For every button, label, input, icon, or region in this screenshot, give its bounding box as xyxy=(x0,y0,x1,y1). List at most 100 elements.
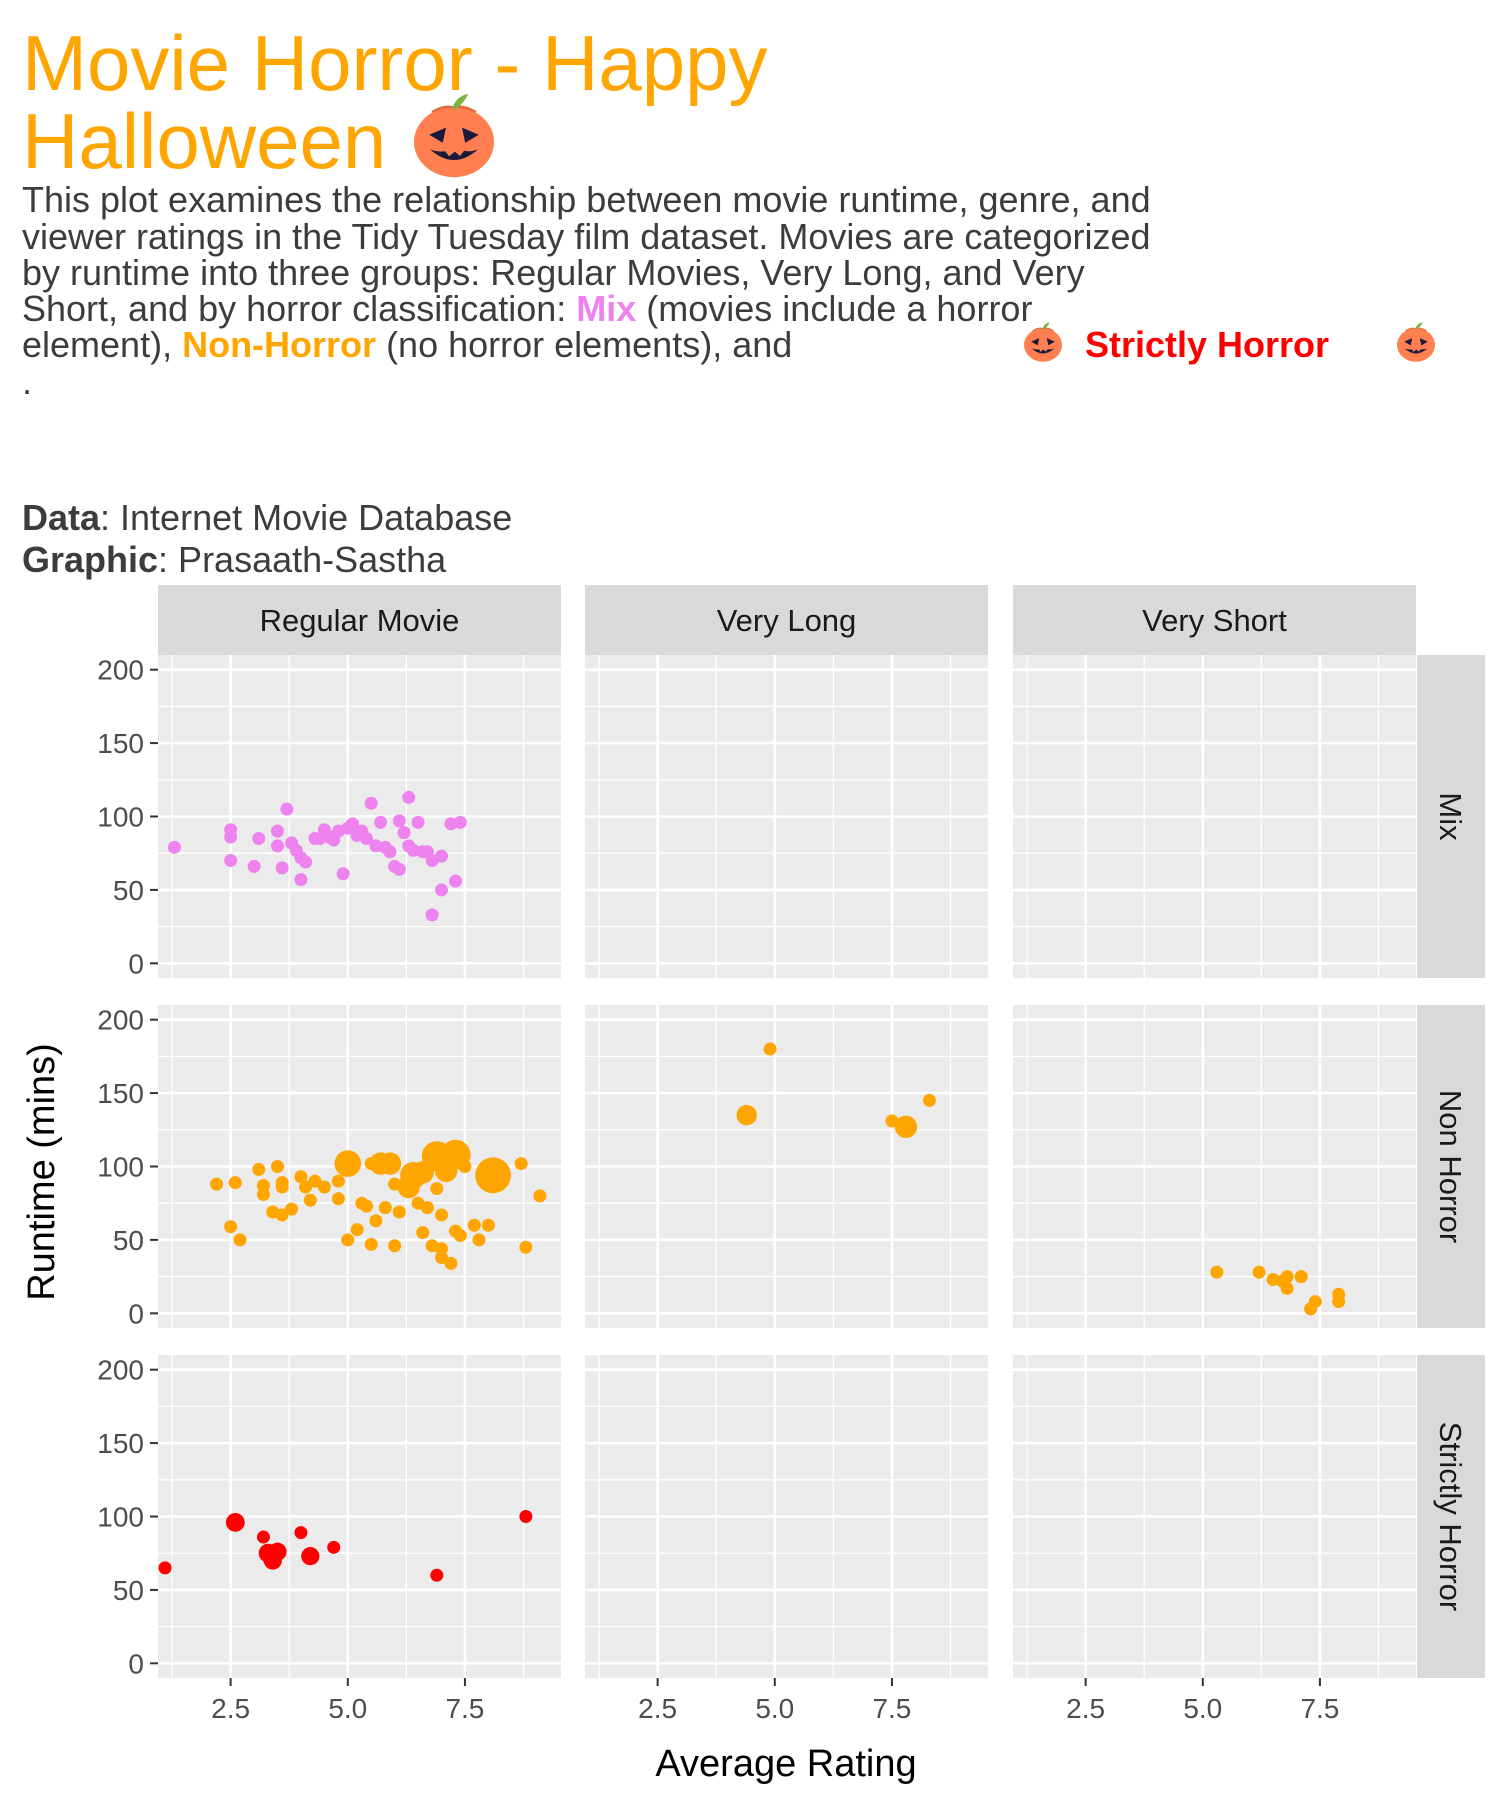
subtitle-line: element), Non-Horror (no horror elements),… xyxy=(22,324,792,365)
y-tick-label: 100 xyxy=(97,1502,144,1533)
data-point xyxy=(270,824,284,838)
data-point xyxy=(275,1180,289,1194)
data-point xyxy=(435,883,449,897)
y-axis-title: Runtime (mins) xyxy=(21,1043,63,1301)
data-point xyxy=(341,1233,355,1247)
column-strip xyxy=(158,585,561,655)
data-point xyxy=(158,1561,172,1575)
x-axis-title: Average Rating xyxy=(655,1743,916,1785)
data-point xyxy=(435,1251,449,1265)
row-strip xyxy=(1417,655,1485,978)
row-strip xyxy=(1417,1005,1485,1328)
data-point xyxy=(383,845,397,859)
non-horror-highlight: Non-Horror xyxy=(182,324,376,365)
data-point xyxy=(252,1162,266,1176)
facet-grid: Regular Movie Very Long Very Short Mix Non H… xyxy=(97,585,1485,1724)
y-tick-label: 50 xyxy=(113,875,144,906)
data-point xyxy=(894,1115,918,1139)
y-tick-label: 200 xyxy=(97,1005,144,1036)
data-point xyxy=(533,1189,547,1203)
x-tick-label: 5.0 xyxy=(328,1693,367,1724)
x-tick-label: 7.5 xyxy=(1300,1693,1339,1724)
y-tick-label: 100 xyxy=(97,1152,144,1183)
data-point xyxy=(1294,1270,1308,1284)
data-point xyxy=(294,873,308,887)
data-point xyxy=(472,1233,486,1247)
chart-title-line1: Movie Horror - Happy xyxy=(22,19,768,107)
data-point xyxy=(467,1218,481,1232)
data-point xyxy=(416,1226,430,1240)
caption-graphic-value: : Prasaath-Sastha xyxy=(158,539,447,580)
data-point xyxy=(519,1240,533,1254)
caption-graphic: Graphic: Prasaath-Sastha xyxy=(22,539,447,580)
subtitle: This plot examines the relationship betw… xyxy=(22,179,1435,402)
data-point xyxy=(270,1160,284,1173)
data-point xyxy=(1280,1270,1294,1284)
subtitle-line: Short, and by horror classification: Mix(… xyxy=(22,288,1032,329)
data-point xyxy=(420,1201,434,1215)
data-point xyxy=(294,1526,308,1540)
subtitle-text: Short, and by horror classification: xyxy=(22,288,566,329)
data-point xyxy=(430,1568,444,1582)
data-point xyxy=(336,867,350,881)
subtitle-period: . xyxy=(22,361,32,402)
data-point xyxy=(514,1157,528,1171)
data-point xyxy=(481,1218,495,1232)
data-point xyxy=(449,874,463,888)
data-point xyxy=(1252,1265,1266,1279)
row-strip-label: Non Horror xyxy=(1433,1090,1468,1243)
data-point xyxy=(233,1233,247,1247)
data-point xyxy=(922,1093,936,1107)
data-point xyxy=(374,815,388,829)
data-point xyxy=(435,1208,449,1222)
pumpkin-icon xyxy=(1397,322,1435,362)
data-point xyxy=(210,1177,224,1191)
data-point xyxy=(736,1104,757,1126)
x-tick-label: 7.5 xyxy=(872,1693,911,1724)
data-point xyxy=(378,1152,402,1175)
x-tick-label: 5.0 xyxy=(755,1693,794,1724)
data-point xyxy=(301,1547,320,1566)
caption-data-value: : Internet Movie Database xyxy=(100,497,512,538)
data-point xyxy=(224,854,238,868)
y-tick-label: 200 xyxy=(97,655,144,686)
data-point xyxy=(275,861,289,875)
data-point xyxy=(331,1174,345,1188)
data-point xyxy=(224,1220,238,1234)
data-point xyxy=(299,855,313,869)
data-point xyxy=(402,790,416,804)
caption-data: Data: Internet Movie Database xyxy=(22,497,512,538)
data-point xyxy=(763,1042,777,1056)
data-point xyxy=(519,1510,533,1523)
y-tick-label: 150 xyxy=(97,728,144,759)
data-point xyxy=(252,832,266,846)
y-tick-label: 0 xyxy=(128,1298,144,1329)
column-strip-label: Very Long xyxy=(717,603,857,638)
subtitle-text: element), xyxy=(22,324,172,365)
data-point xyxy=(275,1208,289,1222)
subtitle-line: viewer ratings in the Tidy Tuesday film … xyxy=(22,216,1151,257)
data-point xyxy=(224,830,238,844)
data-point xyxy=(435,849,449,863)
data-point xyxy=(345,817,359,831)
data-point xyxy=(444,1256,458,1270)
data-point xyxy=(285,1202,299,1216)
data-point xyxy=(308,1174,322,1188)
x-tick-label: 7.5 xyxy=(445,1693,484,1724)
data-point xyxy=(453,1229,467,1243)
y-tick-label: 150 xyxy=(97,1428,144,1459)
data-point xyxy=(294,1170,308,1184)
y-tick-label: 0 xyxy=(128,948,144,979)
data-point xyxy=(364,1237,378,1251)
data-point xyxy=(392,1205,406,1219)
data-point xyxy=(247,859,261,873)
data-point xyxy=(1308,1295,1322,1309)
data-point xyxy=(430,1182,444,1196)
data-point xyxy=(364,796,378,810)
y-tick-label: 150 xyxy=(97,1078,144,1109)
caption-graphic-label: Graphic xyxy=(22,539,158,580)
data-point xyxy=(228,1176,242,1190)
data-point xyxy=(256,1530,270,1544)
data-point xyxy=(475,1157,511,1194)
